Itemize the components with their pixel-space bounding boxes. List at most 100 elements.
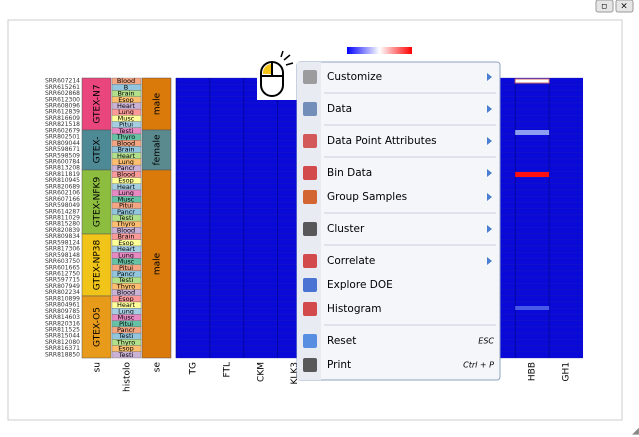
- histology-label: Thyro: [116, 220, 135, 228]
- minimize-button[interactable]: [595, 0, 614, 13]
- menu-label: Print: [327, 359, 351, 371]
- annotation-label: histolo: [123, 362, 133, 392]
- sex-block: [141, 77, 172, 131]
- menu-icon: [303, 190, 317, 204]
- histology-label: Esop: [118, 295, 134, 303]
- sample-label: SRR813208: [45, 165, 80, 172]
- sample-label: SRR817306: [45, 246, 80, 253]
- histology-label: Blood: [117, 289, 135, 297]
- menu-icon: [303, 102, 317, 116]
- submenu-arrow: [487, 257, 492, 265]
- histology-label: Musc: [118, 195, 135, 203]
- sample-label: SRR820316: [45, 320, 80, 327]
- histology-label: Esop: [118, 96, 134, 104]
- sample-label: SRR802501: [45, 134, 80, 141]
- histology-label: Heart: [117, 183, 136, 191]
- histology-label: Musc: [118, 114, 135, 122]
- histology-label: Esop: [118, 345, 134, 353]
- annotations: SRR607214SRR615261SRR602868SRR612300SRR6…: [45, 77, 172, 392]
- histology-label: Musc: [118, 258, 135, 266]
- menu-icon: [303, 222, 317, 236]
- sample-label: SRR815044: [45, 333, 80, 340]
- donor-block: [81, 169, 112, 235]
- submenu-arrow: [487, 193, 492, 201]
- donor-block: [81, 77, 112, 131]
- menu-label: Customize: [327, 71, 382, 83]
- menu-label: Data: [327, 103, 352, 115]
- column-label: CKM: [256, 362, 266, 382]
- sex-block: [141, 169, 172, 359]
- histology-label: Blood: [117, 139, 135, 147]
- donor-label: GTEX-N7: [93, 84, 103, 123]
- menu-label: Correlate: [327, 255, 375, 267]
- histology-label: Esop: [118, 177, 134, 185]
- histology-label: Lung: [118, 189, 134, 197]
- sample-label: SRR598148: [45, 252, 80, 259]
- close-button[interactable]: [615, 0, 634, 13]
- sample-label: SRR607214: [45, 78, 80, 85]
- highlight-cell: [515, 130, 550, 135]
- histology-label: Thyro: [116, 133, 135, 141]
- histology-label: Pitui: [119, 320, 133, 328]
- menu-label: Group Samples: [327, 191, 407, 203]
- sex-label: female: [153, 134, 163, 165]
- histology-label: Lung: [118, 108, 134, 116]
- sample-label: SRR809834: [45, 233, 80, 240]
- sample-label: SRR601665: [45, 264, 80, 271]
- icon: [262, 64, 271, 74]
- sample-label: SRR815280: [45, 221, 80, 228]
- sample-label: SRR820689: [45, 183, 80, 190]
- histology-label: Brain: [117, 90, 134, 98]
- histology-label: Pancr: [117, 164, 135, 172]
- histology-label: Pancr: [117, 270, 135, 278]
- sample-label: SRR810899: [45, 295, 80, 302]
- menu-shortcut: Ctrl + P: [463, 361, 494, 370]
- highlight-cell: [514, 78, 550, 84]
- histology-label: Brain: [117, 233, 134, 241]
- menu-icon: [303, 334, 317, 348]
- icon: ▫: [601, 2, 607, 12]
- histology-label: Heart: [117, 102, 136, 110]
- menu-icon: [303, 302, 317, 316]
- histology-label: Pitui: [119, 202, 133, 210]
- histology-label: Testi: [118, 276, 134, 284]
- icon: ×: [620, 2, 628, 12]
- histology-label: Lung: [118, 251, 134, 259]
- donor-label: GTEX-NFK9: [93, 177, 103, 228]
- histology-label: Pitui: [119, 264, 133, 272]
- sample-label: SRR598509: [45, 152, 80, 159]
- menu-icon: [303, 70, 317, 84]
- histology-label: Pancr: [117, 326, 135, 334]
- context-menu: Customize Data Data Point Attributes Bin Da…: [296, 61, 501, 381]
- menu-label: Data Point Attributes: [327, 135, 437, 147]
- sample-label: SRR614287: [45, 208, 80, 215]
- sample-label: SRR598124: [45, 239, 80, 246]
- submenu-arrow: [487, 169, 492, 177]
- submenu-arrow: [487, 225, 492, 233]
- resize-grip[interactable]: ◢: [632, 427, 639, 437]
- sample-label: SRR804961: [45, 302, 80, 309]
- donor-block: [81, 295, 112, 359]
- column-label: TG: [188, 362, 198, 375]
- column-label: FTL: [222, 362, 232, 378]
- menu-label: Reset: [327, 335, 356, 347]
- sample-label: SRR811819: [45, 171, 80, 178]
- sample-label: SRR612750: [45, 271, 80, 278]
- histology-label: Pancr: [117, 208, 135, 216]
- column-label: GH1: [562, 362, 572, 381]
- sex-label: male: [153, 92, 163, 115]
- sample-label: SRR809785: [45, 308, 80, 315]
- donor-block: [81, 233, 112, 297]
- sample-label: SRR607166: [45, 196, 80, 203]
- histology-label: Pitui: [119, 121, 133, 129]
- histology-label: Testi: [118, 214, 134, 222]
- histology-label: Heart: [117, 245, 136, 253]
- sample-label: SRR602868: [45, 90, 80, 97]
- highlight-cell: [515, 172, 550, 177]
- sample-label: SRR597715: [45, 277, 80, 284]
- menu-icon: [303, 166, 317, 180]
- histology-label: Blood: [117, 170, 135, 178]
- submenu-arrow: [487, 137, 492, 145]
- menu-shortcut: ESC: [478, 337, 494, 346]
